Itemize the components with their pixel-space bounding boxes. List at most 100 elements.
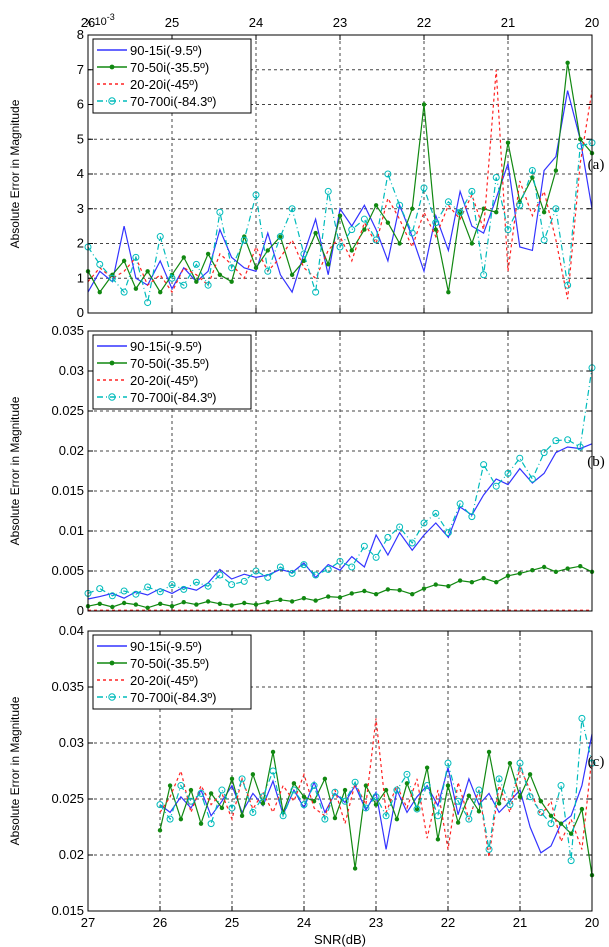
data-point: [446, 289, 451, 295]
legend-entry-label: 70-700i(-84.3º): [130, 690, 216, 705]
data-point: [158, 601, 163, 606]
data-point: [249, 808, 257, 816]
legend-entry-label: 90-15i(-9.5º): [130, 339, 202, 354]
series-line-1: [87, 90, 593, 294]
data-point: [385, 587, 391, 592]
data-point: [337, 213, 343, 218]
data-point: [517, 794, 523, 799]
data-point: [336, 243, 344, 251]
x-tick-label: 22: [441, 915, 455, 930]
legend-entry-label: 70-700i(-84.3º): [130, 390, 216, 405]
data-point: [290, 786, 298, 794]
data-point: [480, 461, 488, 469]
legend-entry-label: 90-15i(-9.5º): [130, 639, 202, 654]
data-point: [468, 513, 476, 521]
data-point: [145, 605, 150, 610]
data-point: [445, 783, 451, 788]
data-point: [229, 603, 234, 608]
legend-entry-label: 70-50i(-35.5º): [130, 656, 209, 671]
data-point: [322, 776, 328, 782]
data-point: [444, 759, 452, 767]
data-point: [485, 845, 493, 853]
data-point: [492, 173, 500, 181]
data-point: [301, 596, 307, 601]
x-tick-label-top: 20: [585, 15, 599, 30]
data-point: [486, 749, 492, 755]
data-point: [466, 793, 472, 798]
data-point: [421, 102, 427, 107]
data-point: [194, 602, 199, 607]
data-point: [204, 281, 212, 289]
y-tick-label: 8: [77, 27, 84, 42]
data-point: [180, 281, 188, 289]
data-point: [397, 588, 402, 593]
data-point: [396, 201, 404, 209]
y-tick-label: 0.03: [59, 735, 84, 750]
data-point: [178, 816, 184, 822]
data-point: [167, 783, 173, 788]
data-point: [403, 770, 411, 778]
data-point: [348, 226, 356, 234]
data-point: [396, 523, 404, 531]
data-point: [348, 563, 356, 571]
data-point: [156, 588, 164, 596]
y-tick-label: 4: [77, 166, 84, 181]
data-point: [564, 281, 572, 289]
data-point: [516, 759, 524, 767]
axes-frame: [87, 330, 593, 612]
data-point: [108, 592, 116, 600]
data-point: [121, 258, 127, 264]
data-point: [494, 580, 499, 585]
data-point: [145, 269, 150, 274]
data-point: [360, 215, 368, 223]
data-point: [120, 587, 128, 595]
data-point: [217, 272, 223, 277]
y-tick-label: 0.025: [51, 791, 84, 806]
y-tick-label: 7: [77, 62, 84, 77]
data-point: [530, 568, 535, 573]
chart-panel-3: 0.015 0.02 0.025 0.03 0.035 0.04 27 26 25 24 23 22 2…: [8, 623, 604, 947]
y-tick-label: 0.035: [51, 679, 84, 694]
data-point: [313, 598, 318, 603]
data-point: [326, 594, 331, 599]
data-point: [349, 248, 354, 253]
data-point: [455, 820, 461, 825]
legend-entry-label: 70-700i(-84.3º): [130, 94, 216, 109]
data-point: [288, 205, 296, 213]
data-point: [507, 760, 513, 766]
data-point: [435, 837, 441, 842]
y-tick-label: 0.015: [51, 903, 84, 918]
series-line-3: [87, 69, 593, 300]
data-point: [312, 571, 320, 579]
y-tick-label: 0.035: [51, 323, 84, 338]
data-point: [527, 772, 533, 777]
axes-frame: [87, 630, 593, 912]
data-point: [217, 601, 223, 606]
data-point: [457, 578, 463, 583]
data-point: [362, 227, 367, 232]
series-line-4: [87, 142, 593, 303]
data-point: [110, 604, 115, 610]
legend-marker: [108, 393, 116, 401]
data-point: [420, 184, 428, 192]
data-point: [264, 267, 272, 275]
data-point: [97, 601, 102, 606]
data-point: [278, 234, 283, 239]
data-point: [132, 590, 140, 598]
data-point: [168, 581, 176, 589]
data-point: [240, 577, 248, 585]
data-point: [270, 749, 276, 755]
data-point: [144, 299, 152, 307]
data-point: [383, 787, 389, 793]
y-tick-label: 2: [77, 236, 84, 251]
data-point: [578, 714, 586, 722]
data-point: [349, 591, 354, 596]
data-point: [373, 592, 379, 597]
data-point: [579, 806, 585, 812]
y-tick-label: 0.02: [59, 847, 84, 862]
x-tick-label: 23: [369, 915, 383, 930]
data-point: [291, 781, 297, 786]
data-point: [265, 600, 270, 605]
legend-marker: [109, 660, 115, 666]
data-point: [208, 791, 214, 796]
